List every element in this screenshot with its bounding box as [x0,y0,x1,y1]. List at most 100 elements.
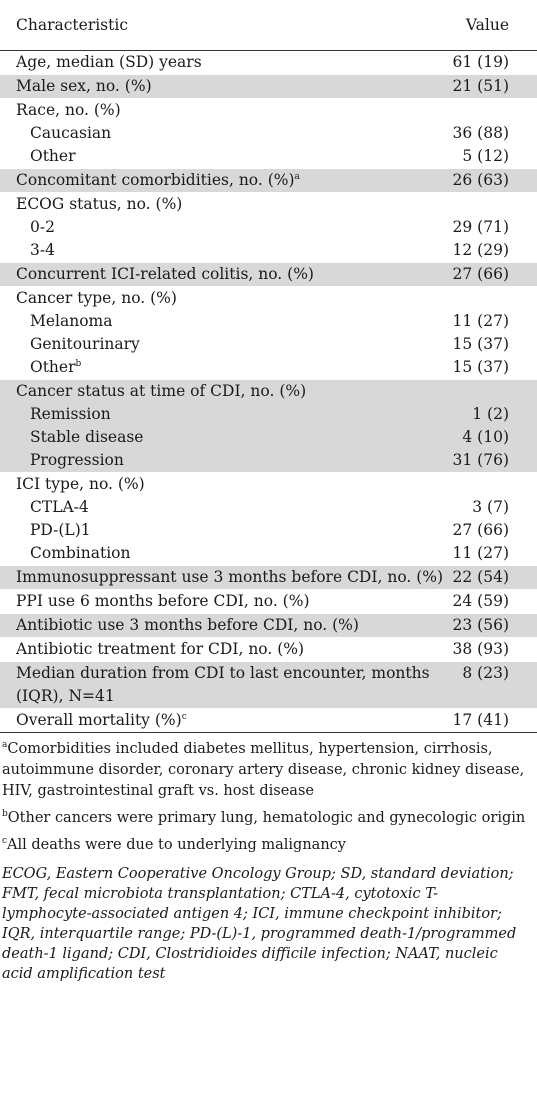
row-value: 26 (63) [452,171,509,189]
row-label: Race, no. (%) [16,101,121,119]
row-value: 21 (51) [452,77,509,95]
row-label: Cancer type, no. (%) [16,289,177,307]
row-value: 3 (7) [472,498,509,516]
table-row: Race, no. (%) Caucasian Other 36 (88) 5 (12) [0,99,537,169]
table-row: ECOG status, no. (%) 0-2 3-4 29 (71) 12 (29) [0,193,537,263]
characteristic-cell: Race, no. (%) Caucasian Other [0,99,449,169]
row-label: Caucasian [30,124,112,142]
row-label: Remission [30,405,111,423]
value-cell: 23 (56) [448,613,537,638]
characteristic-cell: Male sex, no. (%) [0,74,449,99]
row-value: 38 (93) [452,640,509,658]
row-label: Concomitant comorbidities, no. (%) [16,171,295,189]
footnote-text: All deaths were due to underlying malign… [7,837,346,853]
row-value: 36 (88) [452,124,509,142]
row-label: PPI use 6 months before CDI, no. (%) [16,592,310,610]
row-label: (IQR), N=41 [16,687,115,705]
table-row: Cancer status at time of CDI, no. (%) Rem… [0,379,537,473]
column-header-value: Value [448,0,537,51]
value-cell: 26 (63) [448,168,537,193]
value-cell: 36 (88) 5 (12) [449,99,537,169]
characteristic-cell: Median duration from CDI to last encount… [0,661,449,709]
value-cell: 21 (51) [448,74,537,99]
row-label: Progression [30,451,124,469]
value-cell: 38 (93) [449,638,537,662]
row-value: 23 (56) [452,616,509,634]
row-value: 11 (27) [452,544,509,562]
row-label: Antibiotic use 3 months before CDI, no. … [16,616,359,634]
value-cell: 22 (54) [448,565,537,590]
characteristic-cell: Concomitant comorbidities, no. (%)a [0,168,449,193]
characteristic-cell: Antibiotic treatment for CDI, no. (%) [0,638,449,662]
row-label: Immunosuppressant use 3 months before CD… [16,568,444,586]
table-row: ICI type, no. (%) CTLA-4 PD-(L)1 Combinatio… [0,473,537,566]
table-body: Age, median (SD) years 61 (19) Male sex, n… [0,51,537,733]
value-cell: 1 (2) 4 (10) 31 (76) [448,379,537,473]
table-row: Overall mortality (%)c 17 (41) [0,709,537,733]
table-row: Age, median (SD) years 61 (19) [0,51,537,75]
row-label: Other [30,147,76,165]
row-label: CTLA-4 [30,498,89,516]
row-label: Male sex, no. (%) [16,77,152,95]
row-value: 12 (29) [452,241,509,259]
row-label: Stable disease [30,428,144,446]
row-value: 24 (59) [452,592,509,610]
row-label: PD-(L)1 [30,521,91,539]
row-value: 15 (37) [452,358,509,376]
value-cell: 61 (19) [449,51,537,75]
row-label: ICI type, no. (%) [16,475,145,493]
value-cell: 11 (27) 15 (37) 15 (37) [449,287,537,380]
characteristic-cell: ECOG status, no. (%) 0-2 3-4 [0,193,449,263]
row-label: Genitourinary [30,335,140,353]
row-label: Cancer status at time of CDI, no. (%) [16,382,307,400]
value-cell: 8 (23) [448,661,537,709]
footnote: aComorbidities included diabetes mellitu… [2,739,527,802]
row-value: 27 (66) [452,265,509,283]
footnote-marker: b [2,809,8,820]
row-label: Melanoma [30,312,113,330]
footnote-marker: a [294,171,300,182]
row-label: ECOG status, no. (%) [16,195,183,213]
row-label: 3-4 [30,241,55,259]
row-label: Combination [30,544,131,562]
table-row: Antibiotic treatment for CDI, no. (%) 38 … [0,638,537,662]
table-row: Median duration from CDI to last encount… [0,661,537,709]
row-label: 0-2 [30,218,55,236]
footnote: cAll deaths were due to underlying malig… [2,835,527,856]
row-value: 22 (54) [452,568,509,586]
row-label: Age, median (SD) years [16,53,202,71]
characteristic-cell: ICI type, no. (%) CTLA-4 PD-(L)1 Combinatio… [0,473,449,566]
row-label: Concurrent ICI-related colitis, no. (%) [16,265,314,283]
value-cell: 3 (7) 27 (66) 11 (27) [449,473,537,566]
footnote-marker: c [181,711,187,722]
row-label: Other [30,358,76,376]
table-row: Male sex, no. (%) 21 (51) [0,74,537,99]
row-value: 5 (12) [462,147,509,165]
table-row: PPI use 6 months before CDI, no. (%) 24 (… [0,590,537,614]
row-value: 31 (76) [452,451,509,469]
characteristic-cell: Age, median (SD) years [0,51,449,75]
table-header-row: Characteristic Value [0,0,537,51]
row-value: 15 (37) [452,335,509,353]
row-value: 11 (27) [452,312,509,330]
row-value: 8 (23) [462,664,509,682]
abbreviations-note: ECOG, Eastern Cooperative Oncology Group… [2,866,517,982]
characteristic-cell: Concurrent ICI-related colitis, no. (%) [0,262,449,287]
column-header-characteristic: Characteristic [0,0,449,51]
characteristic-cell: Cancer status at time of CDI, no. (%) Rem… [0,379,449,473]
characteristic-cell: Antibiotic use 3 months before CDI, no. … [0,613,449,638]
characteristic-cell: Immunosuppressant use 3 months before CD… [0,565,449,590]
row-label: Median duration from CDI to last encount… [16,664,430,682]
characteristic-cell: Overall mortality (%)c [0,709,449,733]
characteristic-cell: PPI use 6 months before CDI, no. (%) [0,590,449,614]
row-label: Overall mortality (%) [16,711,182,729]
footnote: bOther cancers were primary lung, hemato… [2,808,527,829]
table-row: Immunosuppressant use 3 months before CD… [0,565,537,590]
footnote-text: Comorbidities included diabetes mellitus… [2,741,525,799]
footnote-marker: a [2,740,8,751]
table-row: Antibiotic use 3 months before CDI, no. … [0,613,537,638]
row-value: 61 (19) [452,53,509,71]
table-row: Cancer type, no. (%) Melanoma Genitourinar… [0,287,537,380]
table-row: Concurrent ICI-related colitis, no. (%) 2… [0,262,537,287]
footnotes: aComorbidities included diabetes mellitu… [0,733,537,856]
